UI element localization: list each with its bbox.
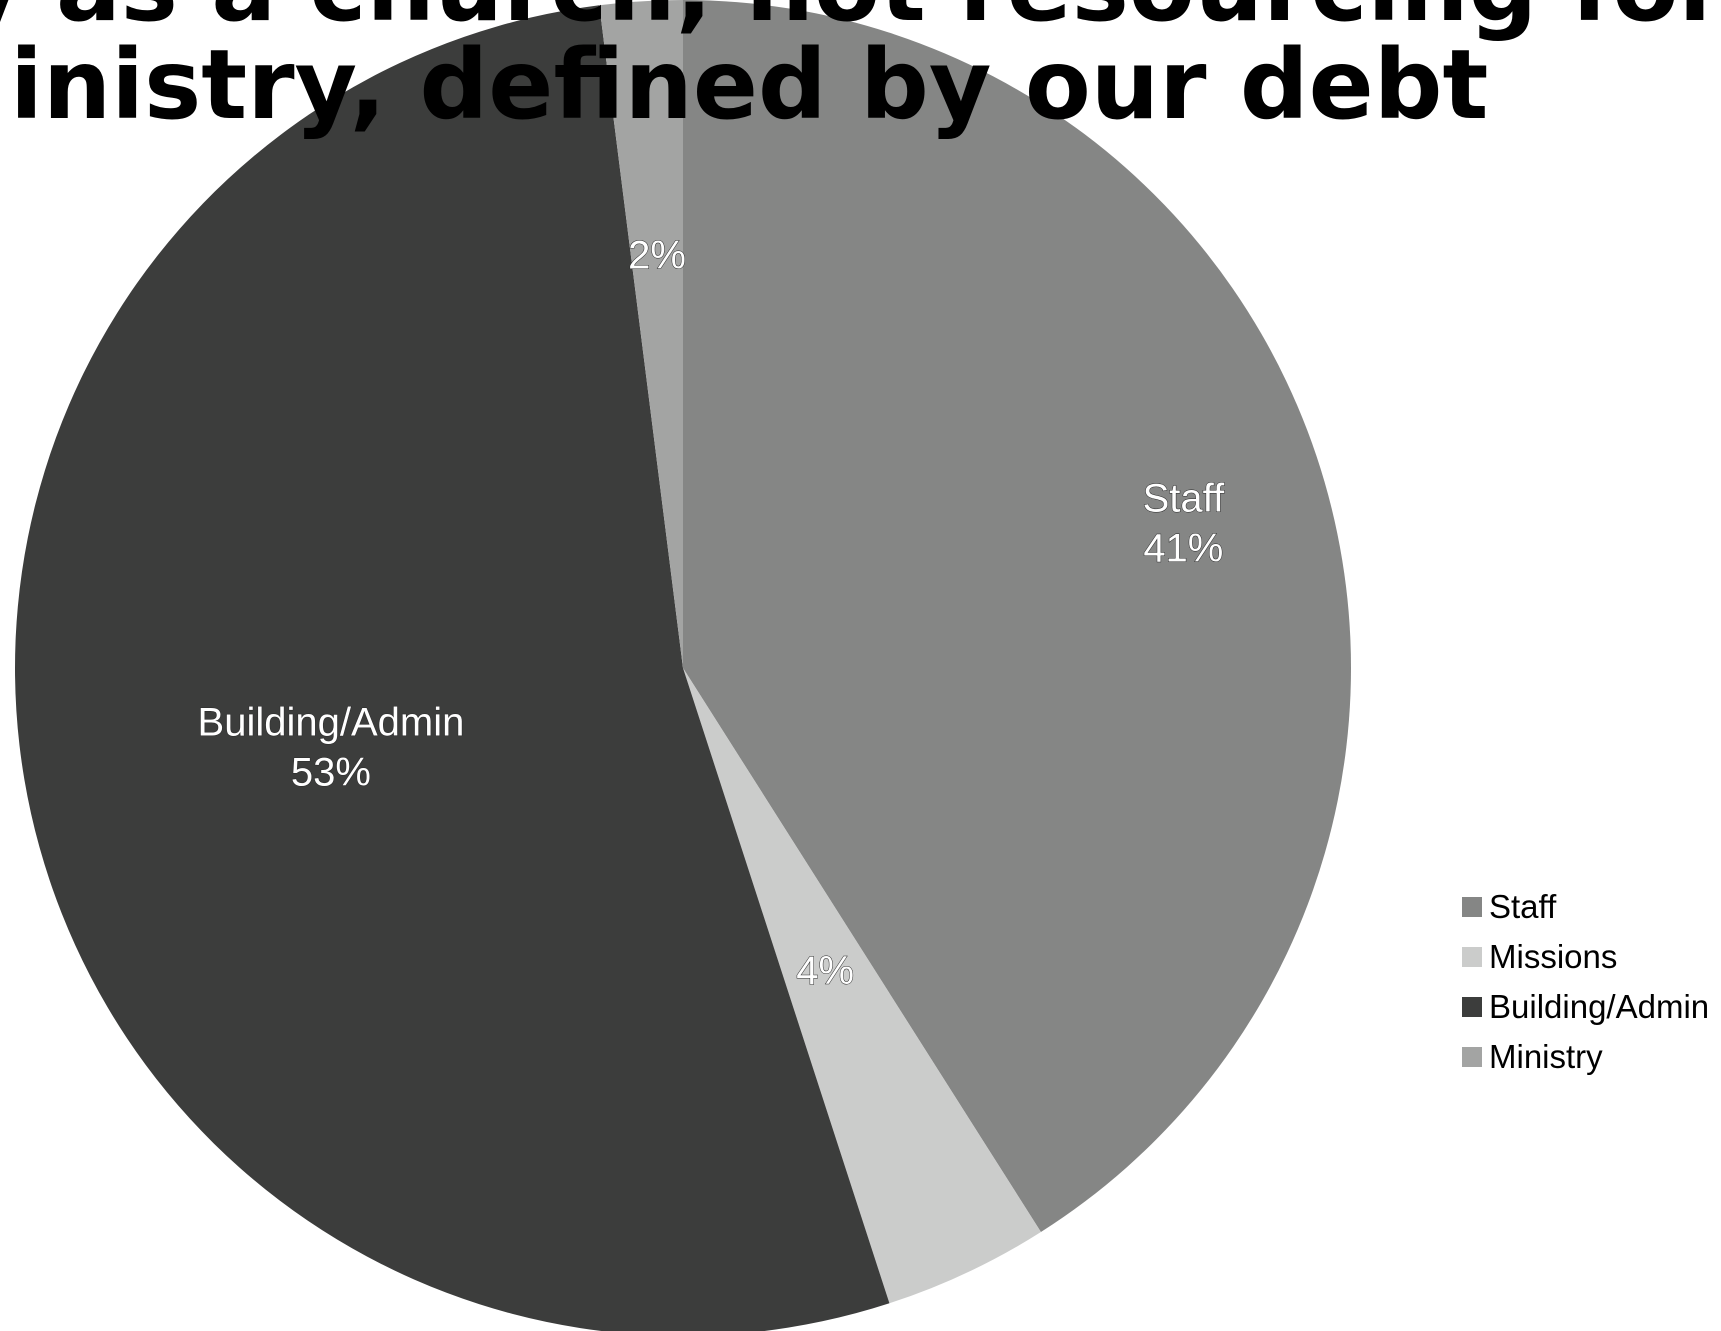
legend-item: Staff [1462,882,1709,932]
slice-label-value: 53% [291,751,371,795]
pie-slice-building-admin [15,5,890,1331]
slice-label-missions: 4% [796,949,854,993]
slice-label-name: Staff [1143,477,1225,521]
pie-slice-staff [683,0,1351,1233]
slice-label-value: 4% [796,949,854,993]
title-line-2: inistry, defined by our debt [10,29,1488,141]
slice-label-value: 2% [628,234,686,278]
slice-label-ministry: 2% [628,234,686,278]
pie-slices [15,0,1351,1331]
legend-item: Building/Admin [1462,982,1709,1032]
legend-label: Missions [1489,938,1618,975]
slice-label-building-admin: Building/Admin 53% [198,701,465,795]
legend-item: Ministry [1462,1032,1709,1082]
pie-slice-missions [683,668,1041,1304]
legend-swatch [1462,947,1482,967]
chart-title: y as a church, not resourcing for inistr… [0,0,1721,141]
legend-label: Building/Admin [1489,988,1710,1025]
slice-label-value: 41% [1143,527,1223,571]
legend-label: Ministry [1489,1038,1603,1075]
title-line-1: y as a church, not resourcing for [0,0,1721,43]
slice-label-staff: Staff 41% [1143,477,1225,571]
legend: Staff Missions Building/Admin Ministry [1462,882,1709,1082]
legend-swatch [1462,1047,1482,1067]
legend-swatch [1462,897,1482,917]
slice-labels: Staff 41% 4% Building/Admin 53% 2% [197,233,1225,994]
legend-label: Staff [1489,888,1557,925]
slice-label-name: Building/Admin [198,701,465,745]
legend-swatch [1462,997,1482,1017]
pie-slice-ministry [599,0,683,668]
legend-item: Missions [1462,932,1709,982]
